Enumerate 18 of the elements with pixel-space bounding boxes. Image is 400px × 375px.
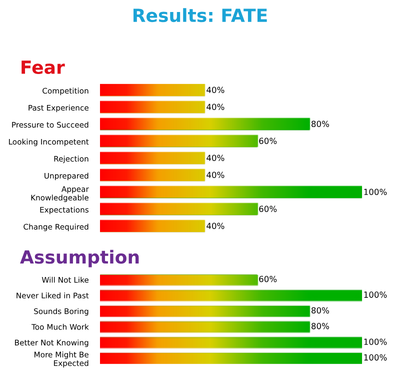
data-label: 60% [259,138,277,144]
data-label: 80% [312,322,330,330]
data-label: 80% [312,307,330,314]
data-label: 60% [259,206,277,212]
data-label: 100% [364,338,387,345]
chart-title: Fear [22,60,65,74]
data-label: 100% [364,354,387,361]
data-label: 40% [206,154,224,162]
data-label: 40% [206,86,224,94]
data-label: 60% [259,276,277,282]
chart-title: Assumption [20,250,139,268]
data-label: 100% [364,292,387,298]
data-label: 40% [206,222,224,230]
data-label: 40% [206,104,224,110]
data-label: 80% [312,120,330,128]
data-label: 100% [364,188,387,196]
data-label: 40% [206,172,224,178]
text: Results: FATE [134,8,267,22]
